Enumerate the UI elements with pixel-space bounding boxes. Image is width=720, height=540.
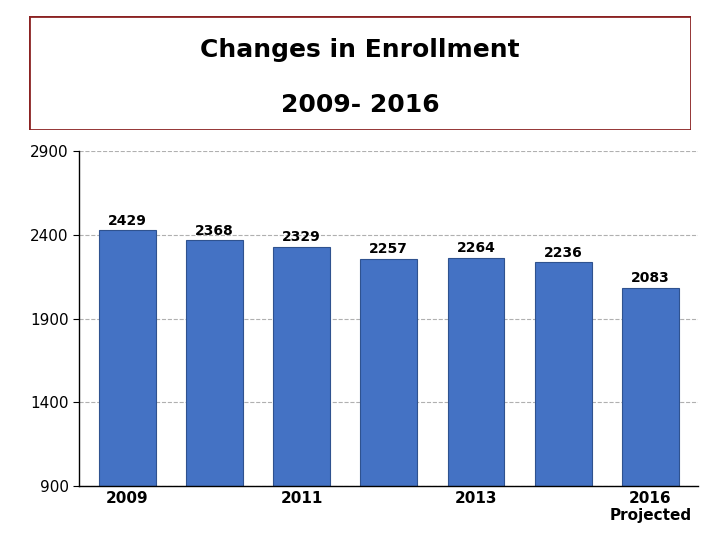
Bar	[99, 230, 156, 540]
Text: 2236: 2236	[544, 246, 582, 260]
Bar	[535, 262, 592, 540]
Text: 2009- 2016: 2009- 2016	[281, 93, 439, 117]
Text: 2257: 2257	[369, 242, 408, 256]
Bar	[448, 258, 504, 540]
Text: 2264: 2264	[456, 241, 495, 255]
Bar	[274, 247, 330, 540]
Bar	[361, 259, 417, 540]
Text: 2083: 2083	[631, 272, 670, 286]
Text: 2429: 2429	[108, 213, 147, 227]
Text: 2329: 2329	[282, 230, 321, 244]
Bar	[186, 240, 243, 540]
FancyBboxPatch shape	[29, 16, 691, 130]
Text: Changes in Enrollment: Changes in Enrollment	[200, 38, 520, 62]
Text: 2368: 2368	[195, 224, 234, 238]
Bar	[622, 288, 679, 540]
